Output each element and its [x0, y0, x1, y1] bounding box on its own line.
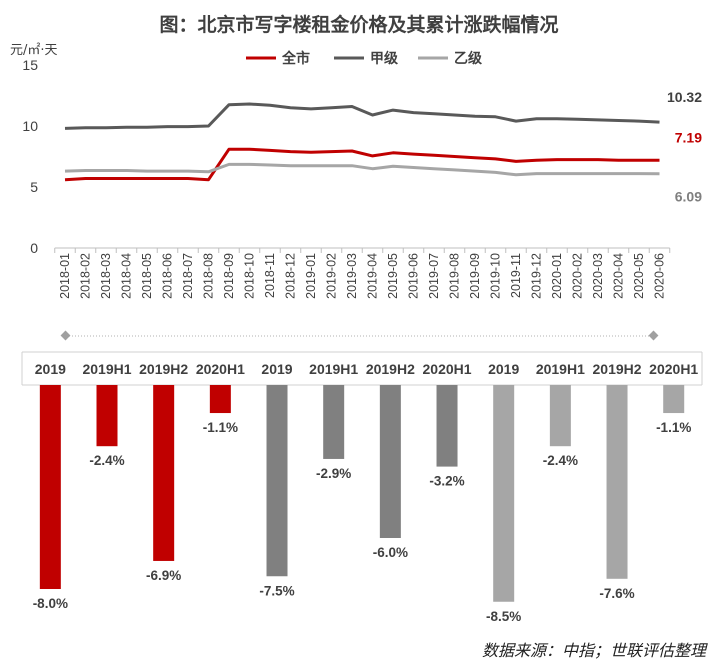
x-tick-label: 2019-04 [366, 253, 380, 299]
legend-label-grade-b: 乙级 [454, 50, 483, 67]
bar-category-label: 2019 [35, 361, 66, 377]
x-tick-label: 2018-05 [140, 253, 154, 299]
x-tick-label: 2018-09 [222, 253, 236, 299]
bar-value-label: -1.1% [656, 420, 691, 435]
x-tick-label: 2019-06 [407, 253, 421, 299]
x-tick-label: 2018-07 [181, 253, 195, 299]
bar-chart: 2019 -8.0% 2019H1 -2.4% 2019H2 -6.9% 2020H1 -1.… [21, 351, 703, 624]
bar-value-label: -8.5% [486, 609, 521, 624]
chart-title: 图：北京市写字楼租金价格及其累计涨跌幅情况 [159, 13, 558, 36]
bar [549, 385, 571, 447]
bar-value-label: -3.2% [429, 474, 464, 489]
bar-category-label: 2019H1 [536, 361, 585, 377]
bar-category-label: 2020H1 [196, 361, 245, 377]
series-end-label: 10.32 [667, 89, 702, 105]
divider-connector [60, 330, 659, 341]
bar [266, 385, 288, 577]
x-tick-label: 2018-02 [79, 253, 93, 299]
y-tick-label: 10 [22, 118, 38, 134]
y-tick-label: 15 [22, 57, 38, 73]
bar-value-label: -1.1% [203, 420, 238, 435]
bar [436, 385, 458, 467]
line-legend: 全市 甲级 乙级 [246, 50, 483, 67]
legend-label-all-city: 全市 [281, 50, 310, 67]
bar [606, 385, 628, 579]
x-tick-label: 2020-01 [550, 253, 564, 299]
x-tick-label: 2019-09 [468, 253, 482, 299]
bar-value-label: -7.6% [599, 586, 634, 601]
bar-category-label: 2019 [488, 361, 519, 377]
series-end-label: 6.09 [675, 189, 702, 205]
x-tick-label: 2019-01 [304, 253, 318, 299]
bar-category-label: 2020H1 [649, 361, 698, 377]
x-tick-label: 2018-10 [243, 253, 257, 299]
x-tick-label: 2020-05 [632, 253, 646, 299]
x-tick-label: 2018-03 [99, 253, 113, 299]
bar-value-label: -8.0% [33, 596, 68, 611]
y-axis-unit: 元/㎡·天 [10, 43, 58, 58]
bar-category-label: 2019H2 [139, 361, 188, 377]
bar [663, 385, 685, 414]
y-tick-label: 0 [30, 240, 38, 256]
bar [96, 385, 118, 447]
line-chart: 0 5 10 15 2018-01 2018-02 2018-03 2018-04 2018-0… [22, 57, 702, 299]
bar [379, 385, 401, 538]
x-tick-label: 2019-03 [345, 253, 359, 299]
x-tick-label: 2019-07 [427, 253, 441, 299]
x-tick-label: 2018-06 [161, 253, 175, 299]
x-tick-label: 2019-02 [325, 253, 339, 299]
bar-category-label: 2019 [261, 361, 292, 377]
bar-category-label: 2019H2 [366, 361, 415, 377]
x-tick-label: 2018-12 [284, 253, 298, 299]
x-tick-label: 2018-08 [202, 253, 216, 299]
bar-value-label: -2.4% [89, 453, 124, 468]
x-tick-label: 2018-11 [263, 253, 277, 298]
bar [39, 385, 61, 589]
x-tick-label: 2020-06 [653, 253, 667, 299]
bar [323, 385, 345, 459]
x-tick-label: 2019-05 [386, 253, 400, 299]
x-tick-label: 2019-08 [448, 253, 462, 299]
bar-value-label: -2.4% [543, 453, 578, 468]
bar-category-label: 2019H1 [309, 361, 358, 377]
series-line-2 [64, 102, 660, 130]
bar [209, 385, 231, 414]
bar-value-label: -6.9% [146, 568, 181, 583]
legend-label-grade-a: 甲级 [370, 50, 399, 67]
x-tick-label: 2019-12 [530, 253, 544, 299]
data-source-note: 数据来源：中指；世联评估整理 [482, 641, 708, 660]
divider-marker-right [648, 330, 659, 341]
x-tick-label: 2020-04 [612, 253, 626, 299]
series-line-1 [64, 147, 660, 182]
bar-category-label: 2020H1 [423, 361, 472, 377]
divider-marker-left [60, 330, 71, 341]
x-tick-label: 2019-11 [509, 253, 523, 298]
bar-value-label: -6.0% [373, 545, 408, 560]
x-tick-label: 2020-03 [591, 253, 605, 299]
y-tick-label: 5 [30, 179, 38, 195]
bar-category-label: 2019H1 [82, 361, 131, 377]
series-line-3 [64, 162, 660, 177]
series-end-label: 7.19 [675, 129, 702, 145]
bar [153, 385, 175, 561]
x-tick-label: 2018-01 [58, 253, 72, 299]
x-tick-label: 2019-10 [489, 253, 503, 299]
bar [493, 385, 515, 602]
bar-value-label: -2.9% [316, 466, 351, 481]
bar-category-label: 2019H2 [593, 361, 642, 377]
x-tick-label: 2018-04 [120, 253, 134, 299]
x-tick-label: 2020-02 [571, 253, 585, 299]
bar-value-label: -7.5% [259, 583, 294, 598]
